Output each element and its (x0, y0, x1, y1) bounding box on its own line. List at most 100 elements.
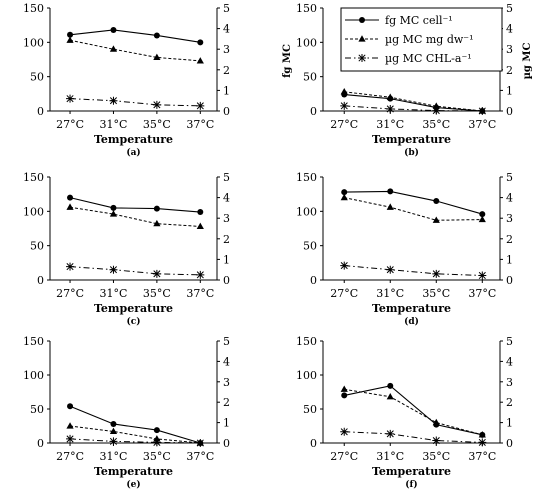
x-tick-label: 31°C (376, 287, 404, 300)
series-line-dw (344, 197, 483, 221)
data-point-dw (386, 392, 394, 400)
series-dw (340, 385, 486, 438)
series-dw (340, 193, 486, 223)
data-point-chl (196, 101, 205, 110)
left-tick-label: 150 (296, 171, 317, 184)
series-line-cell (69, 29, 201, 43)
left-tick-label: 0 (310, 274, 317, 287)
series-line-cell (344, 385, 483, 436)
right-tick-label: 0 (506, 274, 513, 287)
left-tick-label: 0 (37, 437, 44, 450)
data-point-dw (109, 210, 118, 217)
data-point-cell (479, 211, 486, 218)
x-tick-label: 37°C (468, 450, 496, 463)
chart-panel: 0 50 100 150 0 1 2 3 4 5 27°C 31°C 35°C 37°C Temperatu… (296, 171, 513, 327)
data-point-cell (341, 392, 348, 399)
data-point-chl (66, 94, 75, 103)
left-tick-label: 150 (296, 335, 317, 348)
series-line-chl (70, 438, 201, 444)
x-tick-label: 31°C (99, 450, 127, 463)
x-tick-label: 31°C (99, 287, 127, 300)
series-line-cell (69, 405, 201, 444)
series-line-cell (344, 93, 483, 112)
series-line-dw (69, 206, 201, 227)
series-line-chl (70, 98, 201, 107)
data-point-chl (340, 261, 349, 270)
series-line-chl (70, 266, 201, 276)
data-point-chl (196, 439, 205, 447)
x-tick-label: 37°C (186, 118, 214, 131)
x-tick-label: 27°C (330, 287, 358, 300)
right-tick-label: 2 (506, 233, 513, 246)
data-point-chl (340, 101, 349, 110)
x-tick-label: 35°C (143, 450, 171, 463)
x-axis-title: Temperature (372, 302, 451, 315)
data-point-cell (197, 39, 204, 46)
legend-marker (358, 54, 366, 62)
panel-label: (e) (126, 479, 140, 490)
data-point-chl (432, 436, 441, 445)
data-point-cell (153, 205, 160, 212)
panel-label: (b) (404, 147, 419, 158)
data-point-chl (66, 262, 75, 271)
left-tick-label: 50 (303, 403, 317, 416)
legend-marker (359, 17, 365, 23)
x-axis-title: Temperature (94, 133, 173, 146)
x-tick-label: 37°C (468, 118, 496, 131)
right-tick-label: 4 (223, 23, 230, 36)
data-point-cell (433, 198, 440, 205)
data-point-dw (109, 427, 118, 435)
series-chl (340, 427, 487, 447)
chart-panel: 0 50 100 150 0 1 2 3 4 5 27°C 31°C 35°C 37°C Temperatu… (23, 2, 230, 158)
data-point-chl (109, 96, 118, 105)
data-point-cell (387, 188, 394, 195)
data-point-cell (110, 204, 117, 211)
right-tick-label: 5 (506, 2, 513, 15)
data-point-cell (110, 26, 117, 33)
data-point-dw (478, 431, 486, 438)
data-point-chl (386, 104, 395, 113)
x-tick-label: 27°C (330, 450, 358, 463)
chart-panel: 0 50 100 150 0 1 2 3 4 5 27°C 31°C 35°C 37°C Temperatu… (296, 335, 513, 490)
series-line-dw (344, 388, 483, 436)
series-dw (66, 422, 204, 446)
x-tick-label: 27°C (56, 287, 84, 300)
chart-panel: 0 50 100 150 0 1 2 3 4 5 27°C 31°C 35°C 37°C Temperatu… (282, 2, 533, 158)
panel-label: (d) (404, 316, 419, 327)
legend-label: µg MC mg dw⁻¹ (385, 33, 474, 46)
x-tick-label: 27°C (56, 118, 84, 131)
right-tick-label: 3 (223, 376, 230, 389)
data-point-dw (386, 203, 394, 210)
series-chl (66, 94, 205, 110)
x-tick-label: 35°C (422, 287, 450, 300)
right-tick-label: 2 (506, 396, 513, 409)
right-tick-label: 1 (223, 253, 230, 266)
right-tick-label: 4 (223, 355, 230, 368)
right-tick-label: 2 (223, 64, 230, 77)
data-point-chl (66, 434, 75, 443)
right-tick-label: 4 (506, 23, 513, 36)
left-tick-label: 50 (30, 240, 44, 253)
series-cell (67, 26, 204, 46)
series-line-chl (344, 265, 483, 276)
data-point-cell (67, 194, 74, 201)
left-tick-label: 100 (23, 369, 44, 382)
right-tick-label: 2 (506, 64, 513, 77)
series-chl (340, 101, 487, 115)
x-tick-label: 35°C (143, 287, 171, 300)
legend-item: µg MC mg dw⁻¹ (345, 33, 474, 46)
data-point-chl (386, 429, 395, 438)
right-tick-label: 4 (506, 355, 513, 368)
data-point-chl (196, 270, 205, 279)
x-tick-label: 37°C (468, 287, 496, 300)
data-point-cell (387, 382, 394, 389)
data-point-cell (67, 403, 74, 410)
data-point-chl (478, 438, 487, 447)
legend-label: fg MC cell⁻¹ (385, 14, 453, 27)
x-tick-label: 31°C (376, 118, 404, 131)
panel-label: (c) (127, 316, 141, 327)
series-line-chl (344, 431, 483, 443)
series-cell (67, 194, 204, 216)
left-tick-label: 150 (23, 2, 44, 15)
x-axis-title: Temperature (372, 133, 451, 146)
